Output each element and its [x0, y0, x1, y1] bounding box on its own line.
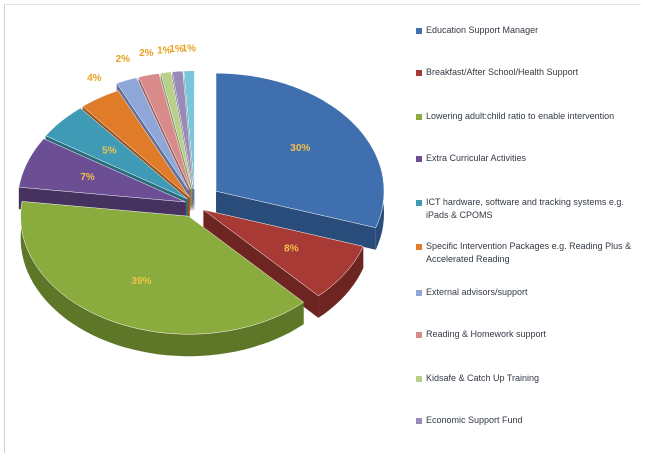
legend-item: Economic Support Fund [416, 414, 645, 427]
legend-item: Breakfast/After School/Health Support [416, 66, 645, 79]
legend-swatch [416, 290, 422, 296]
chart-frame [4, 4, 641, 453]
legend-swatch [416, 376, 422, 382]
chart-legend: Education Support Manager Breakfast/After… [416, 0, 645, 457]
pie-slice-side-1-1 [203, 209, 319, 318]
legend-label: Reading & Homework support [426, 329, 547, 339]
pie-slice-0 [215, 72, 385, 228]
legend-swatch [416, 244, 422, 250]
legend-label: Lowering adult:child ratio to enable int… [426, 111, 615, 121]
legend-swatch [416, 70, 422, 76]
legend-item: ICT hardware, software and tracking syst… [416, 196, 645, 222]
pie-data-label-10: 1% [182, 44, 197, 55]
pie-slice-6 [116, 77, 189, 191]
legend-item: Kidsafe & Catch Up Training [416, 372, 645, 385]
legend-item: Extra Curricular Activities [416, 152, 645, 165]
pie-slice-4 [45, 107, 188, 200]
pie-slice-9 [172, 70, 194, 189]
pie-data-label-3: 7% [80, 172, 95, 183]
pie-slice-wall-2 [20, 201, 304, 357]
legend-swatch [416, 114, 422, 120]
legend-item: Lowering adult:child ratio to enable int… [416, 110, 645, 123]
pie-data-label-4: 5% [102, 145, 117, 156]
legend-item: External advisors/support [416, 286, 645, 299]
pie-slice-2 [20, 201, 305, 335]
legend-swatch [416, 28, 422, 34]
pie-slice-side-0-1 [216, 191, 376, 250]
legend-swatch [416, 200, 422, 206]
pie-slice-7 [138, 73, 191, 190]
legend-swatch [416, 156, 422, 162]
pie-data-label-2: 39% [131, 276, 151, 287]
pie-slice-5 [82, 90, 190, 198]
legend-label: Education Support Manager [426, 25, 539, 35]
legend-item: Reading & Homework support [416, 328, 645, 341]
legend-swatch [416, 418, 422, 424]
legend-item: Specific Intervention Packages e.g. Read… [416, 240, 645, 266]
legend-label: External advisors/support [426, 287, 528, 297]
pie-data-label-5: 4% [87, 73, 102, 84]
pie-data-label-9: 1% [169, 44, 184, 55]
pie-slice-10 [183, 70, 195, 189]
legend-label: Specific Intervention Packages e.g. Read… [426, 241, 632, 264]
pie-data-label-6: 2% [116, 54, 131, 65]
legend-label: Extra Curricular Activities [426, 153, 527, 163]
legend-label: Breakfast/After School/Health Support [426, 67, 579, 77]
legend-item: Education Support Manager [416, 24, 645, 37]
pie-slice-8 [160, 71, 193, 190]
pie-slice-1 [203, 209, 364, 297]
pie-data-label-7: 2% [139, 48, 154, 59]
pie-slice-wall-1 [318, 246, 364, 318]
legend-label: Economic Support Fund [426, 415, 523, 425]
pie-data-label-8: 1% [157, 45, 172, 56]
pie-slice-3 [18, 138, 186, 203]
legend-swatch [416, 332, 422, 338]
pie-data-label-1: 8% [284, 244, 299, 255]
legend-label: ICT hardware, software and tracking syst… [426, 197, 624, 220]
pie-chart: 30%8%39%7%5%4%2%2% 1%1%1% [18, 44, 385, 357]
pie-data-label-0: 30% [290, 143, 310, 154]
legend-label: Kidsafe & Catch Up Training [426, 373, 540, 383]
